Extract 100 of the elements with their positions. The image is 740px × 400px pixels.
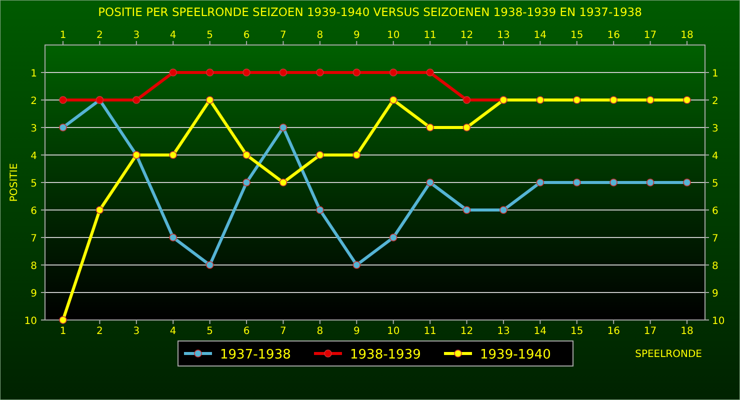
- point: [279, 178, 288, 186]
- category-label: 16: [607, 326, 620, 337]
- legend-label: 1939-1940: [480, 348, 551, 362]
- point: [352, 151, 361, 159]
- point: [132, 96, 140, 104]
- point: [683, 96, 691, 104]
- category-label: 7: [280, 326, 286, 337]
- point: [242, 178, 250, 186]
- x-tick-label: 4: [170, 30, 176, 41]
- category-label: 5: [206, 326, 214, 337]
- point: [426, 68, 434, 76]
- point: [352, 68, 361, 76]
- x-tick-label: 18: [680, 30, 694, 41]
- point: [242, 68, 250, 76]
- category-label: 11: [424, 326, 436, 337]
- y2-tick-label: 7: [712, 234, 718, 244]
- point: [316, 206, 324, 214]
- point: [96, 206, 104, 214]
- point: [242, 151, 250, 159]
- point: [572, 96, 581, 104]
- y2-tick-label: 5: [712, 178, 718, 190]
- x-tick-label: 7: [280, 30, 286, 41]
- category-label: 14: [534, 326, 547, 337]
- y-axis-title: POSITIE: [9, 163, 20, 202]
- point: [206, 96, 214, 104]
- point: [462, 96, 471, 104]
- y-tick-label: 10: [24, 316, 37, 327]
- point: [646, 96, 654, 104]
- y-tick-label: 6: [30, 206, 37, 217]
- point: [59, 124, 67, 132]
- point: [206, 261, 214, 269]
- y-tick-label: 4: [30, 151, 37, 162]
- y2-tick-label: 4: [712, 151, 718, 162]
- x-tick-label: 10: [386, 30, 400, 41]
- point: [389, 234, 398, 242]
- point: [572, 178, 581, 186]
- category-label: 9: [353, 326, 360, 337]
- y2-tick-label: 1: [712, 68, 718, 80]
- category-label: 12: [460, 326, 474, 337]
- x-tick-label: 17: [644, 30, 657, 41]
- point: [610, 96, 618, 104]
- point: [352, 261, 361, 269]
- point: [169, 68, 178, 76]
- category-label: 13: [497, 326, 510, 337]
- category-label: 3: [133, 326, 140, 337]
- point: [426, 178, 434, 186]
- point: [683, 178, 691, 186]
- point: [59, 316, 67, 324]
- point: [500, 206, 508, 214]
- y-tick-label: 3: [30, 124, 37, 134]
- point: [316, 68, 324, 76]
- legend-label: 1938-1939: [350, 348, 421, 362]
- chart-title: POSITIE PER SPEELRONDE SEIZOEN 1939-1940 VERSUS SEIZOENEN 1938-1939 EN 1937-1938: [98, 5, 642, 19]
- x-tick-label: 8: [316, 30, 324, 41]
- y-tick-label: 5: [30, 178, 37, 190]
- legend-label: 1937-1938: [220, 348, 291, 362]
- y2-tick-label: 9: [712, 288, 718, 300]
- x-tick-label: 3: [133, 30, 140, 41]
- x-tick-label: 5: [206, 30, 214, 41]
- point: [610, 178, 618, 186]
- category-label: 10: [386, 326, 400, 337]
- x-tick-label: 13: [497, 30, 510, 41]
- y2-tick-label: 2: [712, 96, 718, 107]
- point: [316, 151, 324, 159]
- category-label: 2: [96, 326, 103, 337]
- point: [279, 68, 288, 76]
- x-tick-label: 16: [607, 30, 620, 41]
- category-label: 15: [570, 326, 584, 337]
- y-tick-label: 7: [30, 234, 37, 244]
- category-label: 17: [644, 326, 657, 337]
- category-label: 1: [60, 326, 66, 337]
- point: [389, 68, 398, 76]
- category-label: 8: [316, 326, 324, 337]
- category-label: 6: [243, 326, 250, 337]
- y-tick-label: 8: [30, 261, 37, 272]
- point: [536, 96, 544, 104]
- point: [462, 206, 471, 214]
- point: [462, 124, 471, 132]
- point: [169, 234, 178, 242]
- y2-tick-label: 3: [712, 124, 718, 134]
- x-axis-title: SPEELRONDE: [635, 349, 702, 360]
- point: [169, 151, 178, 159]
- x-tick-label: 2: [96, 30, 103, 41]
- category-label: 4: [170, 326, 176, 337]
- y2-tick-label: 6: [712, 206, 718, 217]
- x-tick-label: 9: [353, 30, 360, 41]
- x-tick-label: 11: [424, 30, 436, 41]
- x-tick-label: 6: [243, 30, 250, 41]
- x-tick-label: 1: [60, 30, 66, 41]
- y-tick-label: 9: [30, 288, 37, 300]
- category-label: 18: [680, 326, 694, 337]
- point: [206, 68, 214, 76]
- point: [389, 96, 398, 104]
- y-tick-label: 2: [30, 96, 37, 107]
- y2-tick-label: 8: [712, 261, 718, 272]
- point: [536, 178, 544, 186]
- point: [426, 124, 434, 132]
- x-tick-label: 14: [534, 30, 547, 41]
- y-tick-label: 1: [30, 68, 37, 80]
- x-tick-label: 15: [570, 30, 584, 41]
